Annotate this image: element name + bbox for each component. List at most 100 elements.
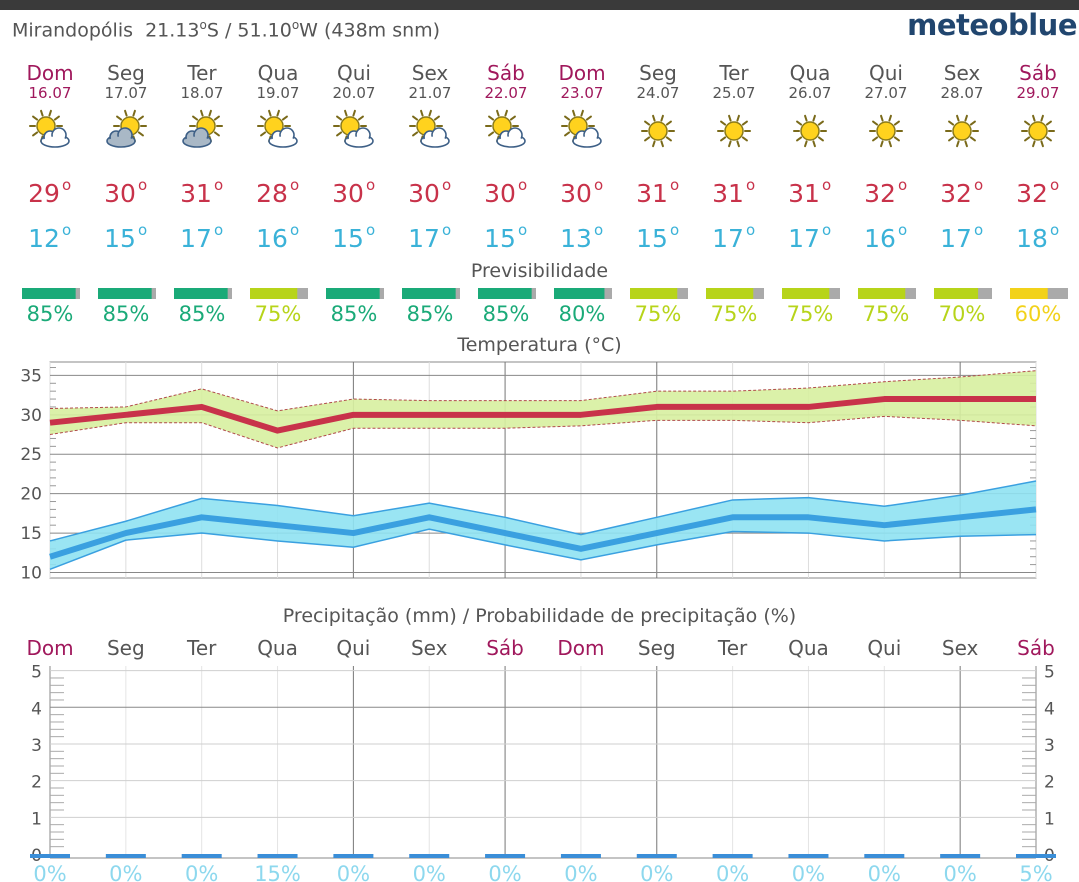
sun-cloud-icon xyxy=(409,109,450,148)
sun-ray xyxy=(53,115,60,121)
predictability-bar xyxy=(858,288,916,299)
sun-cloud-icon xyxy=(29,109,70,148)
max-temperature: 32 xyxy=(1016,179,1048,208)
day-name: Qui xyxy=(869,61,903,85)
cloud-shape xyxy=(182,127,212,148)
cloud-fill xyxy=(575,136,599,146)
longitude: 51.10 xyxy=(237,19,292,42)
day-date: 19.07 xyxy=(257,84,300,102)
degree-mark: o xyxy=(138,221,147,239)
sun-ray xyxy=(888,140,892,148)
precipitation-probability: 0% xyxy=(33,862,66,882)
min-temperature-line xyxy=(49,506,1037,560)
cloud-fill xyxy=(109,136,133,146)
predictability-bar xyxy=(174,288,232,299)
predictability-title: Previsibilidade xyxy=(470,260,609,282)
max-temperature: 30 xyxy=(560,179,592,208)
sun-ray xyxy=(48,109,52,117)
sun-cloud-icon xyxy=(485,109,526,148)
day-date: 22.07 xyxy=(485,84,528,102)
max-temperature: 31 xyxy=(712,179,744,208)
min-temperature: 16 xyxy=(864,224,896,253)
y-tick-label: 35 xyxy=(20,366,42,386)
sun-ray xyxy=(741,136,748,142)
sun-ray xyxy=(728,114,732,122)
day-name: Dom xyxy=(558,61,605,85)
sun-cloud-icon xyxy=(333,109,374,148)
bar-fill xyxy=(630,288,678,299)
cloud-shape xyxy=(106,127,136,148)
precipitation-probability: 0% xyxy=(337,862,370,882)
precip-day-name: Qui xyxy=(336,636,370,660)
sun-rays xyxy=(1021,114,1055,148)
degree-mark: o xyxy=(670,176,679,194)
day-name: Sáb xyxy=(487,61,525,85)
day-name: Qua xyxy=(790,61,831,85)
y-tick-label-left: 4 xyxy=(31,699,42,719)
y-tick-label-left: 1 xyxy=(31,809,42,829)
sun-ray xyxy=(812,140,816,148)
precipitation-chart: Dom Seg Ter Qua Qui Sex Sáb Dom Seg Ter Qua Qui Sex S… xyxy=(26,636,1056,882)
sun-ray xyxy=(276,109,280,117)
sun-rays xyxy=(869,114,903,148)
sun-ray xyxy=(796,120,803,126)
predictability-bar xyxy=(1010,288,1068,299)
precip-day-name: Sex xyxy=(942,636,979,660)
cloud-shape xyxy=(268,127,298,148)
predictability-bar xyxy=(402,288,460,299)
min-temperature: 17 xyxy=(788,224,820,253)
cloud-shape xyxy=(572,127,602,148)
sun-ray xyxy=(412,131,419,137)
sun-ray xyxy=(1024,120,1031,126)
predictability-bar xyxy=(98,288,156,299)
precip-day-name: Qua xyxy=(257,636,298,660)
max-temperature: 31 xyxy=(180,179,212,208)
bar-fill xyxy=(934,288,979,299)
precip-day-name: Ter xyxy=(717,636,748,660)
sun-ray xyxy=(652,114,656,122)
degree-mark: o xyxy=(442,176,451,194)
day-name: Ter xyxy=(718,61,749,85)
sun-ray xyxy=(268,109,272,117)
degree-mark: o xyxy=(366,221,375,239)
sun-ray xyxy=(964,114,968,122)
predictability-bar xyxy=(630,288,688,299)
day-name: Qua xyxy=(258,61,299,85)
top-bar xyxy=(0,0,1079,10)
precipitation-bar xyxy=(788,854,829,858)
max-temperature: 30 xyxy=(332,179,364,208)
sun-grey-cloud-icon xyxy=(106,109,147,148)
sun-ray xyxy=(741,120,748,126)
sun-ray xyxy=(872,120,879,126)
sun-cloud-icon xyxy=(257,109,298,148)
sun-icon xyxy=(793,114,827,148)
degree-mark: o xyxy=(138,176,147,194)
min-band-lower-edge xyxy=(49,528,1037,571)
predictability-percent: 85% xyxy=(483,302,530,326)
precipitation-probability: 0% xyxy=(488,862,521,882)
cloud-fill xyxy=(423,136,447,146)
sun-grey-cloud-icon xyxy=(182,109,223,148)
sun-ray xyxy=(1024,136,1031,142)
sun-ray xyxy=(660,140,664,148)
sun-ray xyxy=(804,114,808,122)
sun-ray xyxy=(116,115,123,121)
day-date: 21.07 xyxy=(409,84,452,102)
sun-ray xyxy=(736,140,740,148)
y-tick-label-left: 5 xyxy=(31,663,42,683)
sun-ray xyxy=(1040,140,1044,148)
day-name: Seg xyxy=(107,61,145,85)
sun-ray xyxy=(509,115,516,121)
predictability-bar xyxy=(250,288,308,299)
precipitation-bar xyxy=(333,854,374,858)
sun-ray xyxy=(352,109,356,117)
sun-ray xyxy=(812,114,816,122)
meteoblue-logo[interactable]: meteoblue xyxy=(907,8,1077,42)
precip-day-name: Qua xyxy=(788,636,829,660)
y-tick-label: 15 xyxy=(20,524,42,544)
bar-fill xyxy=(402,288,456,299)
bar-fill xyxy=(554,288,605,299)
precipitation-probability: 0% xyxy=(109,862,142,882)
cloud-fill xyxy=(43,136,67,146)
precipitation-bar xyxy=(1016,854,1056,858)
